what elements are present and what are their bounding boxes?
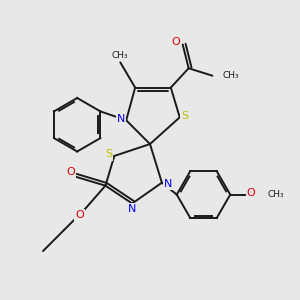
Text: CH₃: CH₃	[112, 51, 129, 60]
Text: S: S	[182, 111, 189, 121]
Text: S: S	[105, 149, 112, 160]
Text: CH₃: CH₃	[223, 71, 239, 80]
Text: O: O	[171, 37, 180, 46]
Text: O: O	[75, 210, 84, 220]
Text: O: O	[247, 188, 255, 198]
Text: N: N	[164, 179, 172, 189]
Text: N: N	[117, 114, 125, 124]
Text: N: N	[128, 204, 136, 214]
Text: O: O	[66, 167, 75, 177]
Text: CH₃: CH₃	[267, 190, 284, 199]
